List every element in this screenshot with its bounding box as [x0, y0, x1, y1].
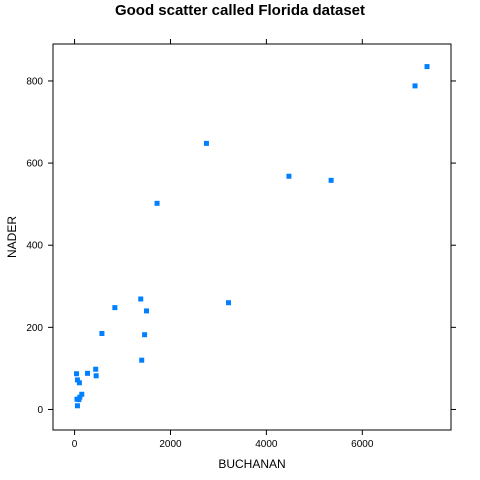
data-point — [76, 397, 82, 403]
data-point — [154, 200, 160, 206]
y-tick-label: 400 — [26, 241, 43, 252]
data-point — [328, 177, 334, 183]
x-axis-ticks: 0 2000 4000 6000 — [72, 39, 374, 450]
data-point — [99, 331, 105, 336]
x-tick-label: 6000 — [351, 439, 374, 450]
y-tick-label: 800 — [26, 76, 43, 87]
data-points — [73, 64, 430, 409]
plot-frame — [52, 43, 452, 431]
x-tick-label: 0 — [72, 439, 78, 450]
data-point — [112, 305, 118, 311]
data-point — [85, 370, 91, 376]
y-axis-ticks: 0 200 400 600 800 — [26, 76, 456, 416]
data-point — [144, 308, 150, 314]
data-point — [139, 357, 145, 363]
data-point — [424, 64, 430, 70]
data-point — [286, 173, 292, 179]
y-tick-label: 200 — [26, 323, 43, 334]
x-axis-label: BUCHANAN — [218, 457, 285, 471]
y-axis-label: NADER — [5, 216, 19, 258]
data-point — [138, 296, 144, 302]
data-point — [74, 377, 80, 383]
data-point — [79, 391, 85, 397]
data-point — [226, 300, 232, 306]
data-point — [73, 371, 79, 377]
data-point — [74, 403, 80, 409]
data-point — [76, 380, 82, 386]
chart-title: Good scatter called Florida dataset — [114, 2, 366, 19]
x-tick-label: 4000 — [255, 439, 278, 450]
data-point — [93, 366, 99, 372]
data-point — [412, 83, 418, 89]
data-point — [93, 373, 99, 379]
data-point — [203, 140, 209, 146]
y-tick-label: 600 — [26, 159, 43, 170]
data-point — [142, 332, 148, 338]
y-tick-label: 0 — [37, 405, 43, 416]
x-tick-label: 2000 — [159, 439, 182, 450]
